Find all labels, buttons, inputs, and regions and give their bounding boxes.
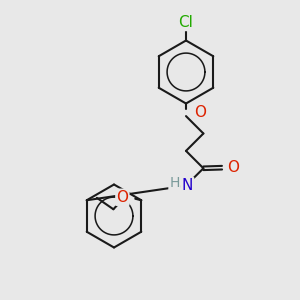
Text: Cl: Cl bbox=[178, 15, 194, 30]
Text: N: N bbox=[182, 178, 193, 193]
Text: O: O bbox=[227, 160, 239, 175]
Text: O: O bbox=[116, 190, 128, 205]
Text: O: O bbox=[194, 105, 206, 120]
Text: H: H bbox=[169, 176, 180, 190]
